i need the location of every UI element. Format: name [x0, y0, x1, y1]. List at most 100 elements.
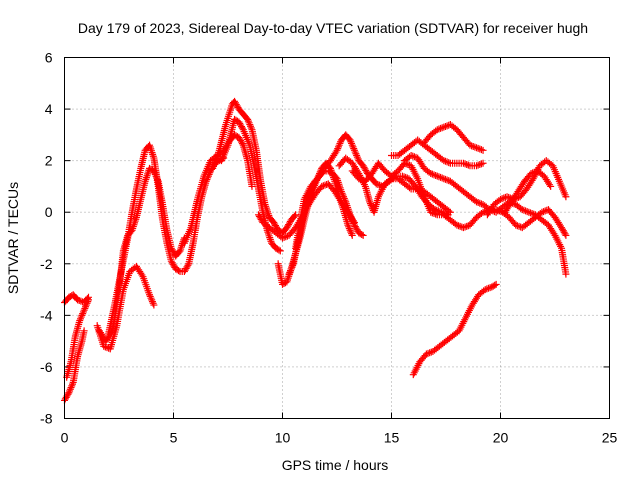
data-point-marker: [433, 126, 441, 134]
data-point-marker: [103, 344, 111, 352]
y-axis-label: SDTVAR / TECUs: [5, 182, 21, 294]
data-point-marker: [356, 175, 364, 183]
data-point-marker: [443, 176, 451, 184]
data-point-marker: [523, 208, 531, 216]
data-point-marker: [561, 230, 569, 238]
data-point-marker: [512, 221, 520, 229]
data-point-marker: [355, 175, 363, 183]
data-point-marker: [175, 248, 183, 256]
data-point-marker: [550, 230, 558, 238]
x-tick-label: 10: [275, 430, 291, 446]
data-point-marker: [175, 267, 183, 275]
data-point-marker: [146, 292, 154, 300]
data-point-marker: [466, 141, 474, 149]
data-point-marker: [437, 124, 445, 132]
data-point-marker: [492, 280, 500, 288]
data-point-marker: [445, 121, 453, 129]
data-point-marker: [84, 296, 92, 304]
data-point-marker: [477, 146, 485, 154]
data-point-marker: [562, 270, 570, 278]
data-point-marker: [290, 212, 298, 220]
data-point-marker: [440, 175, 448, 183]
data-point-marker: [432, 210, 440, 218]
data-point-marker: [286, 267, 294, 275]
data-point-marker: [409, 152, 417, 160]
data-point-marker: [66, 387, 74, 395]
data-point-marker: [443, 158, 451, 166]
data-point-marker: [147, 294, 155, 302]
data-point-marker: [461, 160, 469, 168]
data-point-marker: [148, 296, 156, 304]
data-point-marker: [497, 195, 504, 203]
data-point-marker: [426, 349, 434, 357]
data-point-marker: [438, 124, 446, 132]
data-point-marker: [477, 160, 485, 168]
data-point-marker: [424, 349, 432, 357]
data-point-marker: [247, 124, 255, 132]
data-point-marker: [318, 182, 326, 190]
data-point-marker: [435, 173, 443, 181]
data-point-marker: [474, 199, 482, 207]
data-point-marker: [347, 138, 355, 146]
data-point-marker: [353, 153, 361, 161]
data-point-marker: [372, 180, 380, 188]
data-point-marker: [348, 139, 356, 147]
data-point-marker: [518, 206, 526, 214]
y-tick-label: 0: [45, 204, 53, 220]
data-point-marker: [367, 201, 375, 209]
data-point-marker: [332, 173, 340, 181]
data-point-marker: [338, 189, 346, 197]
data-point-marker: [334, 145, 342, 153]
data-point-marker: [479, 159, 487, 167]
data-point-marker: [562, 231, 570, 239]
data-point-marker: [366, 200, 374, 208]
data-point-marker: [348, 230, 356, 238]
data-point-marker: [348, 216, 356, 224]
data-point-marker: [435, 125, 443, 133]
data-point-marker: [347, 213, 355, 221]
series-track-3: [63, 296, 92, 381]
data-point-marker: [350, 145, 358, 153]
data-point-marker: [138, 271, 146, 279]
data-point-marker: [481, 286, 489, 294]
data-point-marker: [479, 208, 487, 216]
data-point-marker: [532, 168, 540, 176]
series-track-9: [217, 115, 284, 255]
data-point-marker: [374, 180, 382, 188]
data-point-marker: [446, 208, 454, 216]
data-point-marker: [68, 382, 76, 390]
data-point-marker: [430, 210, 438, 218]
series-track-21: [409, 280, 500, 379]
data-point-marker: [526, 209, 534, 217]
data-point-marker: [76, 315, 84, 323]
data-point-marker: [349, 143, 357, 151]
data-point-marker: [276, 247, 284, 255]
data-point-marker: [432, 171, 440, 179]
data-point-marker: [344, 221, 352, 229]
data-point-marker: [441, 122, 449, 130]
data-point-marker: [341, 196, 349, 204]
data-point-marker: [334, 143, 342, 151]
series-track-8: [209, 97, 300, 237]
data-point-marker: [543, 206, 551, 214]
data-point-marker: [348, 231, 356, 239]
x-tick-label: 25: [602, 430, 618, 446]
data-point-marker: [427, 208, 435, 216]
data-point-marker: [404, 161, 412, 169]
data-point-marker: [64, 390, 72, 398]
data-point-marker: [525, 208, 533, 216]
y-tick-label: 2: [45, 153, 53, 169]
data-point-marker: [337, 188, 345, 196]
data-point-marker: [346, 226, 354, 234]
data-point-marker: [360, 177, 368, 185]
data-point-marker: [67, 384, 75, 392]
data-point-marker: [76, 317, 84, 325]
data-point-marker: [347, 228, 355, 236]
data-point-marker: [339, 191, 347, 199]
data-point-marker: [428, 209, 436, 217]
data-point-marker: [520, 206, 528, 214]
data-point-marker: [79, 310, 87, 318]
data-point-marker: [335, 141, 343, 149]
data-point-marker: [513, 222, 521, 230]
